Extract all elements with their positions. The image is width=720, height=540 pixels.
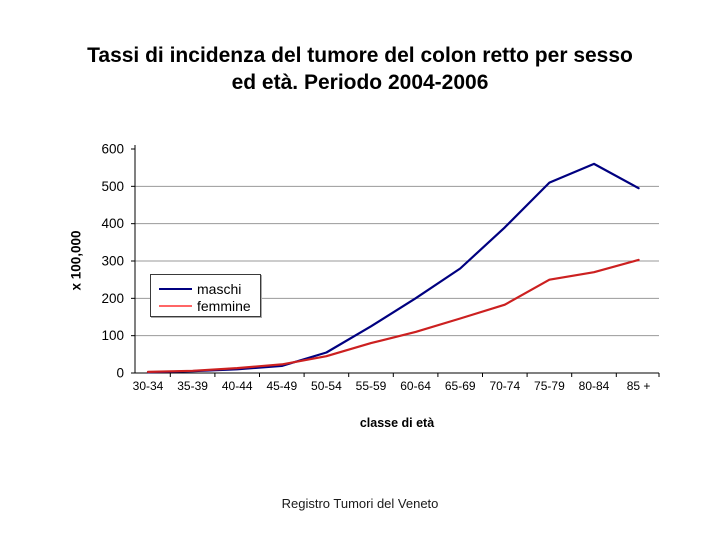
y-tick-label: 200 [101, 291, 124, 306]
maschi-line-swatch [159, 287, 192, 290]
femmine-series-line [146, 258, 640, 373]
x-tick-label: 50-54 [311, 379, 342, 393]
x-tick-label: 65-69 [445, 379, 476, 393]
x-tick-label: 75-79 [534, 379, 565, 393]
legend-label-femmine: femmine [197, 297, 251, 314]
y-axis-title: x 100,000 [68, 230, 84, 291]
x-tick-label: 85 + [627, 379, 651, 393]
y-tick-label: 600 [101, 142, 124, 157]
x-tick-label: 45-49 [266, 379, 297, 393]
x-tick-label: 35-39 [177, 379, 208, 393]
x-tick-label: 60-64 [400, 379, 431, 393]
x-tick-label: 55-59 [356, 379, 387, 393]
legend-label-maschi: maschi [197, 280, 242, 297]
y-tick-label: 100 [101, 328, 124, 343]
footer-text: Registro Tumori del Veneto [281, 496, 439, 511]
femmine-line-swatch [159, 304, 192, 307]
y-tick-label: 400 [101, 216, 124, 231]
maschi-series-line [146, 162, 640, 374]
y-tick-label: 500 [101, 179, 124, 194]
legend-entry-maschi: maschi [159, 280, 260, 297]
chart-title: Tassi di incidenza del tumore del colon … [20, 42, 700, 96]
x-tick-label: 80-84 [579, 379, 610, 393]
y-tick-label: 0 [116, 366, 124, 381]
x-tick-label: 40-44 [222, 379, 253, 393]
chart-legend: maschi femmine [150, 274, 261, 317]
y-tick-label: 300 [101, 254, 124, 269]
x-axis-title: classe di età [359, 416, 435, 430]
x-tick-label: 70-74 [489, 379, 520, 393]
chart-title-line2: ed età. Periodo 2004-2006 [231, 71, 489, 94]
chart-title-line1: Tassi di incidenza del tumore del colon … [87, 44, 633, 67]
x-tick-label: 30-34 [133, 379, 164, 393]
legend-entry-femmine: femmine [159, 297, 260, 314]
